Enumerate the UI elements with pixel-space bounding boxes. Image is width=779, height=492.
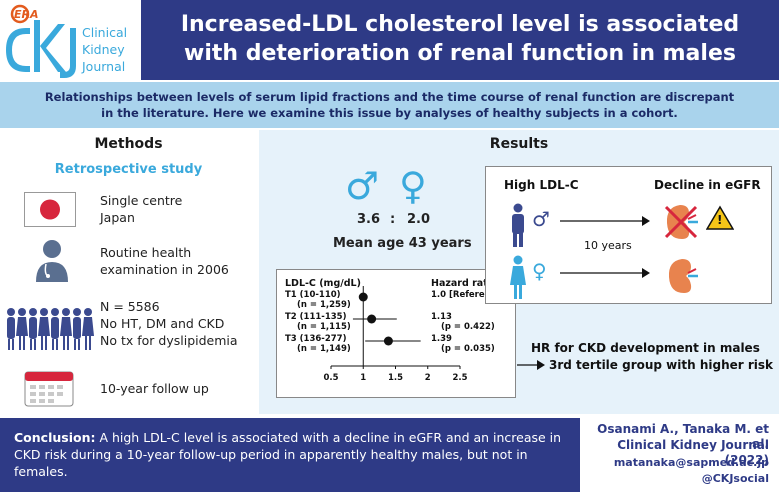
exam-line: examination in 2006 xyxy=(100,262,229,277)
arrow-female-icon xyxy=(560,268,650,278)
conclusion-text: Conclusion: A high LDL-C level is associ… xyxy=(14,429,572,480)
citation-social[interactable]: @CKJsocial xyxy=(701,472,769,485)
forest-hr-label: 1.39 xyxy=(431,334,452,344)
results-title: Results xyxy=(489,136,549,152)
ratio-colon: : xyxy=(390,212,396,227)
intro-line: Relationships between levels of serum li… xyxy=(44,90,735,104)
doctor-icon xyxy=(36,240,68,282)
forest-point xyxy=(358,292,368,302)
forest-ylabel: LDL-C (mg/dL) xyxy=(285,278,361,289)
population-info: N = 5586 No HT, DM and CKD No tx for dys… xyxy=(100,298,238,349)
japan-flag-icon xyxy=(24,192,76,227)
warning-mark: ! xyxy=(717,213,723,227)
damaged-kidney-icon xyxy=(664,205,698,239)
mean-age: Mean age 43 years xyxy=(333,236,472,251)
forest-x-tick-label: 0.5 xyxy=(323,373,338,383)
forest-row-n: (n = 1,149) xyxy=(297,344,351,354)
ckj-logo-icon xyxy=(6,4,76,78)
header: ERA Clinical Kidney Journal Increased-LD… xyxy=(0,0,779,82)
forest-x-tick-label: 1 xyxy=(360,373,366,383)
forest-p-label: (p = 0.422) xyxy=(441,322,495,332)
conclusion-banner: Conclusion: A high LDL-C level is associ… xyxy=(0,418,580,492)
methods-panel: Methods Retrospective study Single centr… xyxy=(0,130,257,414)
population-line: N = 5586 xyxy=(100,299,160,314)
journal-name-line: Journal xyxy=(82,59,126,74)
female-symbol-small-icon: ♀ xyxy=(532,259,547,283)
forest-svg: 0.5 1 1.5 2 2.5 T1 (10-110)(n = 1,259) 1.0 [Re… xyxy=(285,286,505,383)
arrow-male-icon xyxy=(560,216,650,226)
hr-statement-line2: 3rd tertile group with higher risk xyxy=(549,358,774,372)
male-symbol-small-icon: ♂ xyxy=(532,207,550,231)
ratio-female: 2.0 xyxy=(407,212,431,227)
title-line: Increased-LDL cholesterol level is assoc… xyxy=(180,12,740,37)
site-line: Japan xyxy=(100,210,135,225)
forest-row-n: (n = 1,259) xyxy=(297,300,351,310)
site-info: Single centre Japan xyxy=(100,192,182,226)
population-line: No HT, DM and CKD xyxy=(100,316,225,331)
hr-statement-line1: HR for CKD development in males xyxy=(531,341,760,355)
population-icon xyxy=(7,308,94,350)
forest-point xyxy=(367,314,377,324)
citation-panel: Osanami A., Tanaka M. et al. Clinical Ki… xyxy=(583,418,779,492)
citation-authors: Osanami A., Tanaka M. et al. xyxy=(597,422,769,451)
era-text: ERA xyxy=(14,8,39,21)
male-figure-icon xyxy=(512,203,524,247)
years-label: 10 years xyxy=(584,239,632,252)
forest-row-n: (n = 1,115) xyxy=(297,322,351,332)
population-line: No tx for dyslipidemia xyxy=(100,333,238,348)
journal-name: Clinical Kidney Journal xyxy=(82,24,127,75)
male-symbol-icon: ♂ xyxy=(345,164,380,208)
citation-journal: Clinical Kidney Journal (2022) xyxy=(617,438,769,467)
forest-p-label: (p = 0.035) xyxy=(441,344,495,354)
title-banner: Increased-LDL cholesterol level is assoc… xyxy=(141,0,779,80)
high-ldl-label: High LDL-C xyxy=(504,178,579,192)
forest-row-label: T1 (10-110) xyxy=(285,290,341,300)
forest-hazard-header: Hazard ratio xyxy=(431,278,498,289)
journal-name-line: Clinical xyxy=(82,25,128,40)
forest-point xyxy=(383,336,393,346)
site-line: Single centre xyxy=(100,193,183,208)
ratio-male: 3.6 xyxy=(357,212,381,227)
forest-row-label: T3 (136-277) xyxy=(285,334,347,344)
journal-name-line: Kidney xyxy=(82,42,125,57)
forest-hr-label: 1.13 xyxy=(431,312,452,322)
forest-x-tick-label: 2.5 xyxy=(452,373,467,383)
title-line: with deterioration of renal function in … xyxy=(184,41,736,66)
study-type: Retrospective study xyxy=(54,162,203,177)
forest-row-label: T2 (111-135) xyxy=(285,312,347,322)
conclusion-body: A high LDL-C level is associated with a … xyxy=(14,430,562,479)
female-symbol-icon: ♀ xyxy=(399,164,427,208)
high-ldl-box: High LDL-C Decline in eGFR ♂ ♀ 10 years xyxy=(485,166,772,304)
intro-banner: Relationships between levels of serum li… xyxy=(0,82,779,128)
female-figure-icon xyxy=(510,255,526,299)
forest-x-tick-label: 2 xyxy=(425,373,431,383)
hr-arrow-icon xyxy=(517,360,545,370)
decline-label: Decline in eGFR xyxy=(654,178,761,192)
forest-x-tick-label: 1.5 xyxy=(388,373,403,383)
results-panel: Results ♂ ♀ 3.6 : 2.0 Mean age 43 years … xyxy=(259,130,779,414)
exam-line: Routine health xyxy=(100,245,192,260)
ckj-logo: ERA Clinical Kidney Journal xyxy=(0,0,140,82)
conclusion-label: Conclusion: xyxy=(14,430,96,445)
forest-hr-label: 1.0 [Reference] xyxy=(431,290,505,300)
citation-email[interactable]: matanaka@sapmed.ac.jp xyxy=(613,456,769,469)
intro-line: in the literature. Here we examine this … xyxy=(101,106,678,120)
page-title: Increased-LDL cholesterol level is assoc… xyxy=(141,10,779,68)
methods-title: Methods xyxy=(94,136,163,152)
warning-icon xyxy=(706,205,734,230)
followup-info: 10-year follow up xyxy=(100,381,209,396)
calendar-icon xyxy=(24,371,74,407)
healthy-kidney-icon xyxy=(668,259,698,293)
forest-plot: LDL-C (mg/dL) Hazard ratio 0.5 1 1.5 2 2.5 T1… xyxy=(276,269,516,398)
exam-info: Routine health examination in 2006 xyxy=(100,244,229,278)
